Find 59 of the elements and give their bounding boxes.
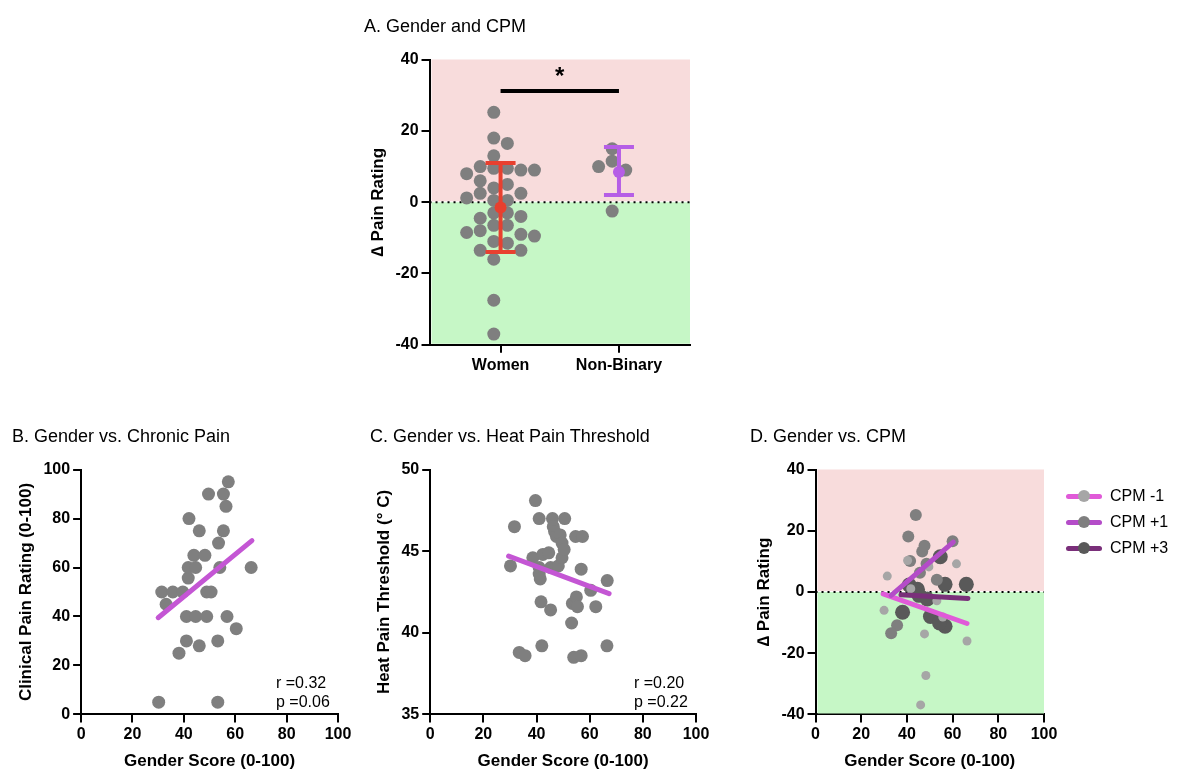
y-axis-title: Heat Pain Threshold (° C) bbox=[373, 489, 393, 695]
x-axis-title: Gender Score (0-100) bbox=[124, 751, 296, 771]
y-tick-label: 0 bbox=[795, 582, 805, 600]
y-tick-label: 20 bbox=[786, 521, 805, 539]
y-tick-label: 45 bbox=[401, 541, 420, 559]
x-tick-label: 80 bbox=[633, 725, 652, 743]
y-tick-label: -40 bbox=[781, 704, 805, 722]
legend-label: CPM +3 bbox=[1110, 539, 1169, 557]
x-tick-label: 80 bbox=[277, 725, 296, 743]
y-axis-title: Clinical Pain Rating (0-100) bbox=[15, 482, 35, 702]
legend-label: CPM +1 bbox=[1110, 513, 1169, 531]
y-axis-title: ∆ Pain Rating bbox=[753, 537, 773, 647]
y-tick-label: 35 bbox=[401, 704, 420, 722]
x-tick-label: 80 bbox=[989, 725, 1008, 743]
x-tick-label: 60 bbox=[580, 725, 599, 743]
x-tick-label: 100 bbox=[1030, 725, 1058, 743]
annotation: r =0.20 bbox=[634, 673, 685, 691]
chart-title: D. Gender vs. CPM bbox=[750, 425, 907, 446]
y-tick-label: -20 bbox=[781, 643, 805, 661]
y-tick-label: 80 bbox=[52, 508, 71, 526]
x-tick-label: 100 bbox=[324, 725, 352, 743]
x-tick-label: 100 bbox=[682, 725, 710, 743]
y-tick-label: 100 bbox=[43, 460, 71, 478]
y-tick-label: 40 bbox=[400, 50, 419, 68]
y-tick-label: 40 bbox=[52, 606, 71, 624]
x-tick-label: 20 bbox=[474, 725, 493, 743]
x-tick-label: 20 bbox=[123, 725, 142, 743]
y-tick-label: 20 bbox=[52, 655, 71, 673]
chart-title: C. Gender vs. Heat Pain Threshold bbox=[370, 425, 650, 446]
chart-title: B. Gender vs. Chronic Pain bbox=[12, 425, 231, 446]
x-tick-label: 0 bbox=[76, 725, 86, 743]
y-tick-label: -20 bbox=[395, 263, 419, 281]
x-tick-label: 0 bbox=[425, 725, 435, 743]
chart-title: A. Gender and CPM bbox=[364, 15, 527, 36]
x-tick-label: 40 bbox=[898, 725, 916, 743]
x-tick-label: 60 bbox=[943, 725, 962, 743]
y-tick-label: 20 bbox=[400, 121, 419, 139]
legend-label: CPM -1 bbox=[1110, 487, 1165, 505]
x-tick-label: Women bbox=[471, 355, 530, 373]
y-tick-label: 50 bbox=[401, 460, 420, 478]
y-tick-label: 60 bbox=[52, 557, 71, 575]
x-tick-label: 40 bbox=[527, 725, 546, 743]
y-tick-label: 40 bbox=[401, 623, 420, 641]
y-tick-label: 40 bbox=[786, 460, 805, 478]
x-tick-label: 20 bbox=[852, 725, 871, 743]
annotation: p =0.22 bbox=[634, 692, 688, 710]
x-tick-label: 60 bbox=[226, 725, 245, 743]
annotation: p =0.06 bbox=[276, 692, 330, 710]
y-tick-label: 0 bbox=[61, 704, 71, 722]
y-axis-title: ∆ Pain Rating bbox=[367, 147, 387, 257]
y-tick-label: 0 bbox=[409, 192, 419, 210]
x-axis-title: Gender Score (0-100) bbox=[844, 751, 1016, 771]
annotation: r =0.32 bbox=[276, 673, 327, 691]
y-tick-label: -40 bbox=[395, 335, 419, 353]
x-tick-label: 40 bbox=[174, 725, 193, 743]
x-tick-label: 0 bbox=[811, 725, 821, 743]
x-axis-title: Gender Score (0-100) bbox=[477, 751, 649, 771]
x-tick-label: Non-Binary bbox=[575, 355, 663, 373]
annotation: * bbox=[555, 61, 566, 89]
